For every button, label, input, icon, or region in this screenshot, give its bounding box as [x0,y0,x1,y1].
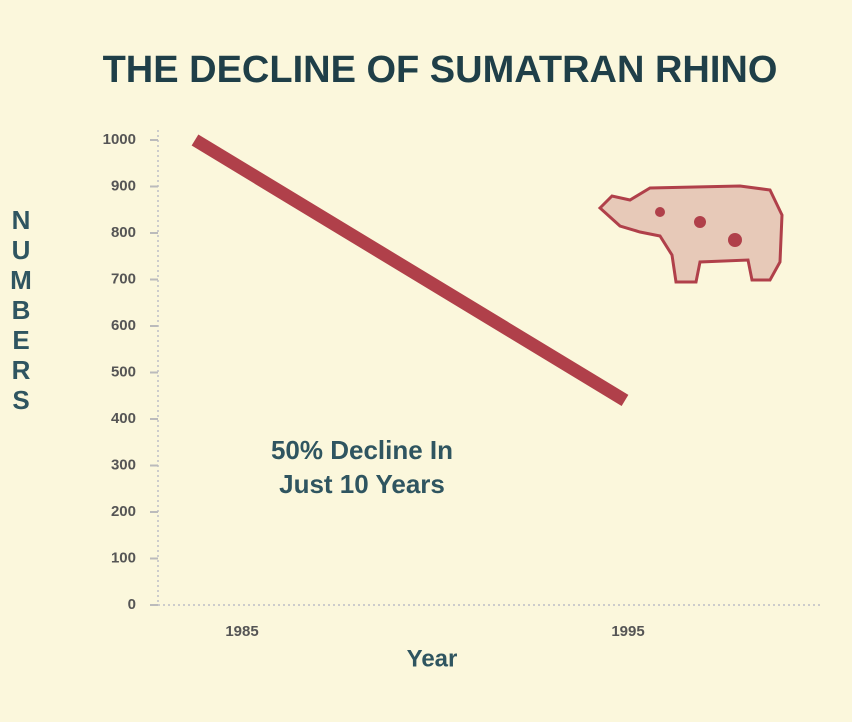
rhino-icon [597,184,784,284]
y-axis-label: NUMBERS [6,205,36,415]
y-tick-label: 800 [111,224,136,241]
y-tick-label: 900 [111,177,136,194]
y-tick-label: 400 [111,410,136,427]
annotation: 50% Decline In [271,435,453,465]
y-tick-label: 600 [111,317,136,334]
y-tick-label: 500 [111,363,136,380]
y-tick-label: 200 [111,503,136,520]
line-series [191,134,629,406]
annotation: Just 10 Years [279,469,445,499]
y-tick-label: 0 [128,596,136,613]
y-tick-label: 300 [111,456,136,473]
chart-title: THE DECLINE OF SUMATRAN RHINO [103,49,778,91]
x-tick-label: 1995 [611,623,644,640]
x-axis-label: Year [407,645,458,672]
x-tick-label: 1985 [225,623,258,640]
y-tick-label: 1000 [103,131,136,148]
y-tick-label: 100 [111,549,136,566]
y-tick-label: 700 [111,270,136,287]
